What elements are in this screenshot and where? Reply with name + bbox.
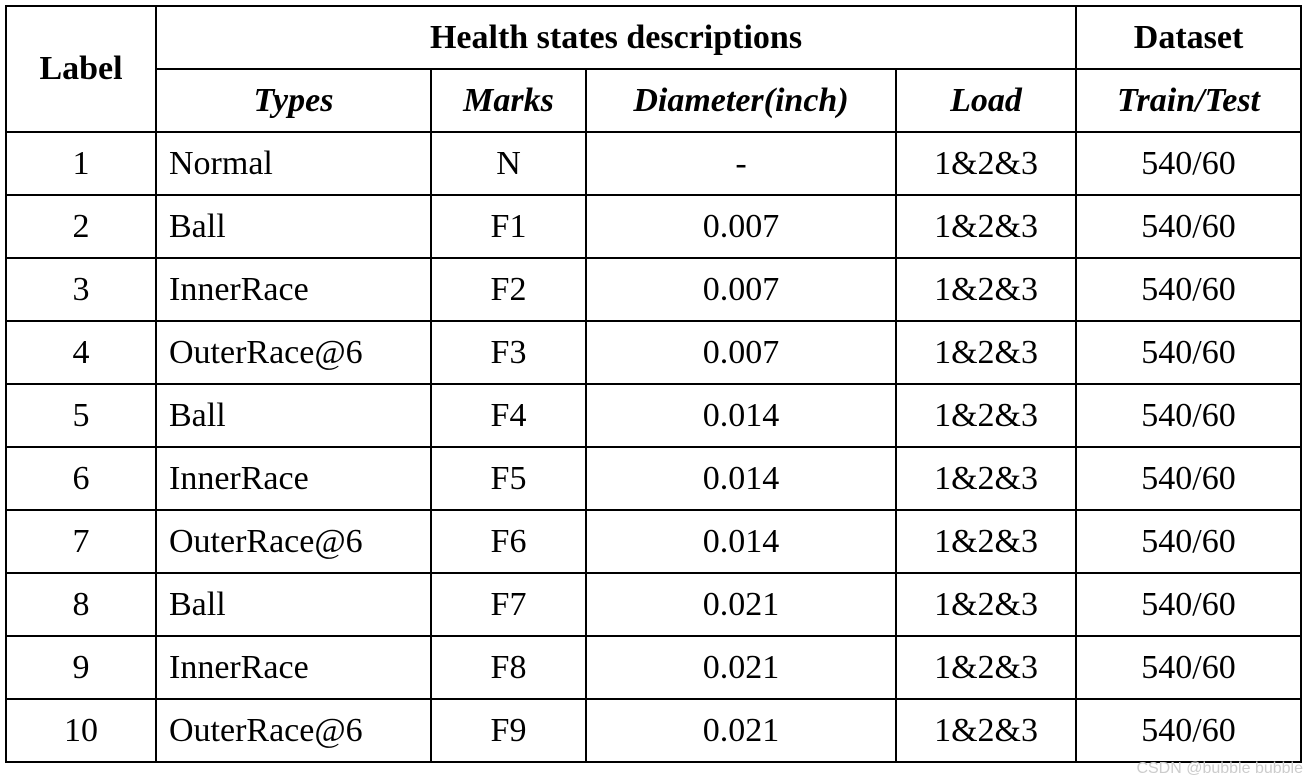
cell-type: InnerRace — [156, 447, 431, 510]
cell-load: 1&2&3 — [896, 447, 1076, 510]
cell-diameter: 0.007 — [586, 195, 896, 258]
table-row: 4 OuterRace@6 F3 0.007 1&2&3 540/60 — [6, 321, 1301, 384]
cell-dataset: 540/60 — [1076, 573, 1301, 636]
cell-load: 1&2&3 — [896, 573, 1076, 636]
col-header-traintest: Train/Test — [1076, 69, 1301, 132]
cell-load: 1&2&3 — [896, 132, 1076, 195]
col-header-marks: Marks — [431, 69, 586, 132]
cell-type: OuterRace@6 — [156, 510, 431, 573]
cell-dataset: 540/60 — [1076, 195, 1301, 258]
cell-label: 6 — [6, 447, 156, 510]
header-row-2: Types Marks Diameter(inch) Load Train/Te… — [6, 69, 1301, 132]
table-row: 6 InnerRace F5 0.014 1&2&3 540/60 — [6, 447, 1301, 510]
cell-dataset: 540/60 — [1076, 258, 1301, 321]
cell-mark: F6 — [431, 510, 586, 573]
cell-label: 1 — [6, 132, 156, 195]
cell-label: 9 — [6, 636, 156, 699]
cell-dataset: 540/60 — [1076, 384, 1301, 447]
cell-mark: F7 — [431, 573, 586, 636]
cell-label: 2 — [6, 195, 156, 258]
table-row: 7 OuterRace@6 F6 0.014 1&2&3 540/60 — [6, 510, 1301, 573]
cell-diameter: 0.007 — [586, 321, 896, 384]
cell-mark: F1 — [431, 195, 586, 258]
cell-label: 5 — [6, 384, 156, 447]
cell-diameter: 0.014 — [586, 384, 896, 447]
header-row-1: Label Health states descriptions Dataset — [6, 6, 1301, 69]
cell-type: InnerRace — [156, 636, 431, 699]
cell-label: 3 — [6, 258, 156, 321]
cell-dataset: 540/60 — [1076, 510, 1301, 573]
cell-diameter: 0.021 — [586, 699, 896, 762]
cell-load: 1&2&3 — [896, 258, 1076, 321]
cell-load: 1&2&3 — [896, 195, 1076, 258]
watermark-text: CSDN @bubble bubble — [1136, 760, 1303, 778]
cell-type: Ball — [156, 384, 431, 447]
table-row: 1 Normal N - 1&2&3 540/60 — [6, 132, 1301, 195]
cell-label: 4 — [6, 321, 156, 384]
cell-type: OuterRace@6 — [156, 699, 431, 762]
cell-type: InnerRace — [156, 258, 431, 321]
cell-mark: F4 — [431, 384, 586, 447]
cell-type: OuterRace@6 — [156, 321, 431, 384]
cell-diameter: 0.007 — [586, 258, 896, 321]
cell-load: 1&2&3 — [896, 636, 1076, 699]
table-row: 5 Ball F4 0.014 1&2&3 540/60 — [6, 384, 1301, 447]
cell-mark: F3 — [431, 321, 586, 384]
cell-diameter: 0.021 — [586, 636, 896, 699]
cell-dataset: 540/60 — [1076, 132, 1301, 195]
col-header-label: Label — [6, 6, 156, 132]
cell-mark: F5 — [431, 447, 586, 510]
table-row: 9 InnerRace F8 0.021 1&2&3 540/60 — [6, 636, 1301, 699]
cell-mark: F8 — [431, 636, 586, 699]
cell-label: 10 — [6, 699, 156, 762]
table-row: 3 InnerRace F2 0.007 1&2&3 540/60 — [6, 258, 1301, 321]
col-header-health: Health states descriptions — [156, 6, 1076, 69]
cell-type: Ball — [156, 573, 431, 636]
cell-dataset: 540/60 — [1076, 321, 1301, 384]
cell-diameter: 0.021 — [586, 573, 896, 636]
table-row: 8 Ball F7 0.021 1&2&3 540/60 — [6, 573, 1301, 636]
cell-load: 1&2&3 — [896, 510, 1076, 573]
cell-load: 1&2&3 — [896, 321, 1076, 384]
col-header-load: Load — [896, 69, 1076, 132]
cell-mark: N — [431, 132, 586, 195]
table-row: 2 Ball F1 0.007 1&2&3 540/60 — [6, 195, 1301, 258]
cell-type: Normal — [156, 132, 431, 195]
cell-dataset: 540/60 — [1076, 699, 1301, 762]
cell-type: Ball — [156, 195, 431, 258]
cell-diameter: 0.014 — [586, 510, 896, 573]
cell-diameter: - — [586, 132, 896, 195]
cell-diameter: 0.014 — [586, 447, 896, 510]
cell-load: 1&2&3 — [896, 384, 1076, 447]
cell-mark: F9 — [431, 699, 586, 762]
cell-dataset: 540/60 — [1076, 636, 1301, 699]
cell-mark: F2 — [431, 258, 586, 321]
cell-load: 1&2&3 — [896, 699, 1076, 762]
table-row: 10 OuterRace@6 F9 0.021 1&2&3 540/60 — [6, 699, 1301, 762]
cell-label: 8 — [6, 573, 156, 636]
col-header-dataset: Dataset — [1076, 6, 1301, 69]
cell-dataset: 540/60 — [1076, 447, 1301, 510]
table-page: Label Health states descriptions Dataset… — [0, 0, 1311, 782]
health-states-table: Label Health states descriptions Dataset… — [5, 5, 1302, 763]
col-header-diameter: Diameter(inch) — [586, 69, 896, 132]
col-header-types: Types — [156, 69, 431, 132]
cell-label: 7 — [6, 510, 156, 573]
